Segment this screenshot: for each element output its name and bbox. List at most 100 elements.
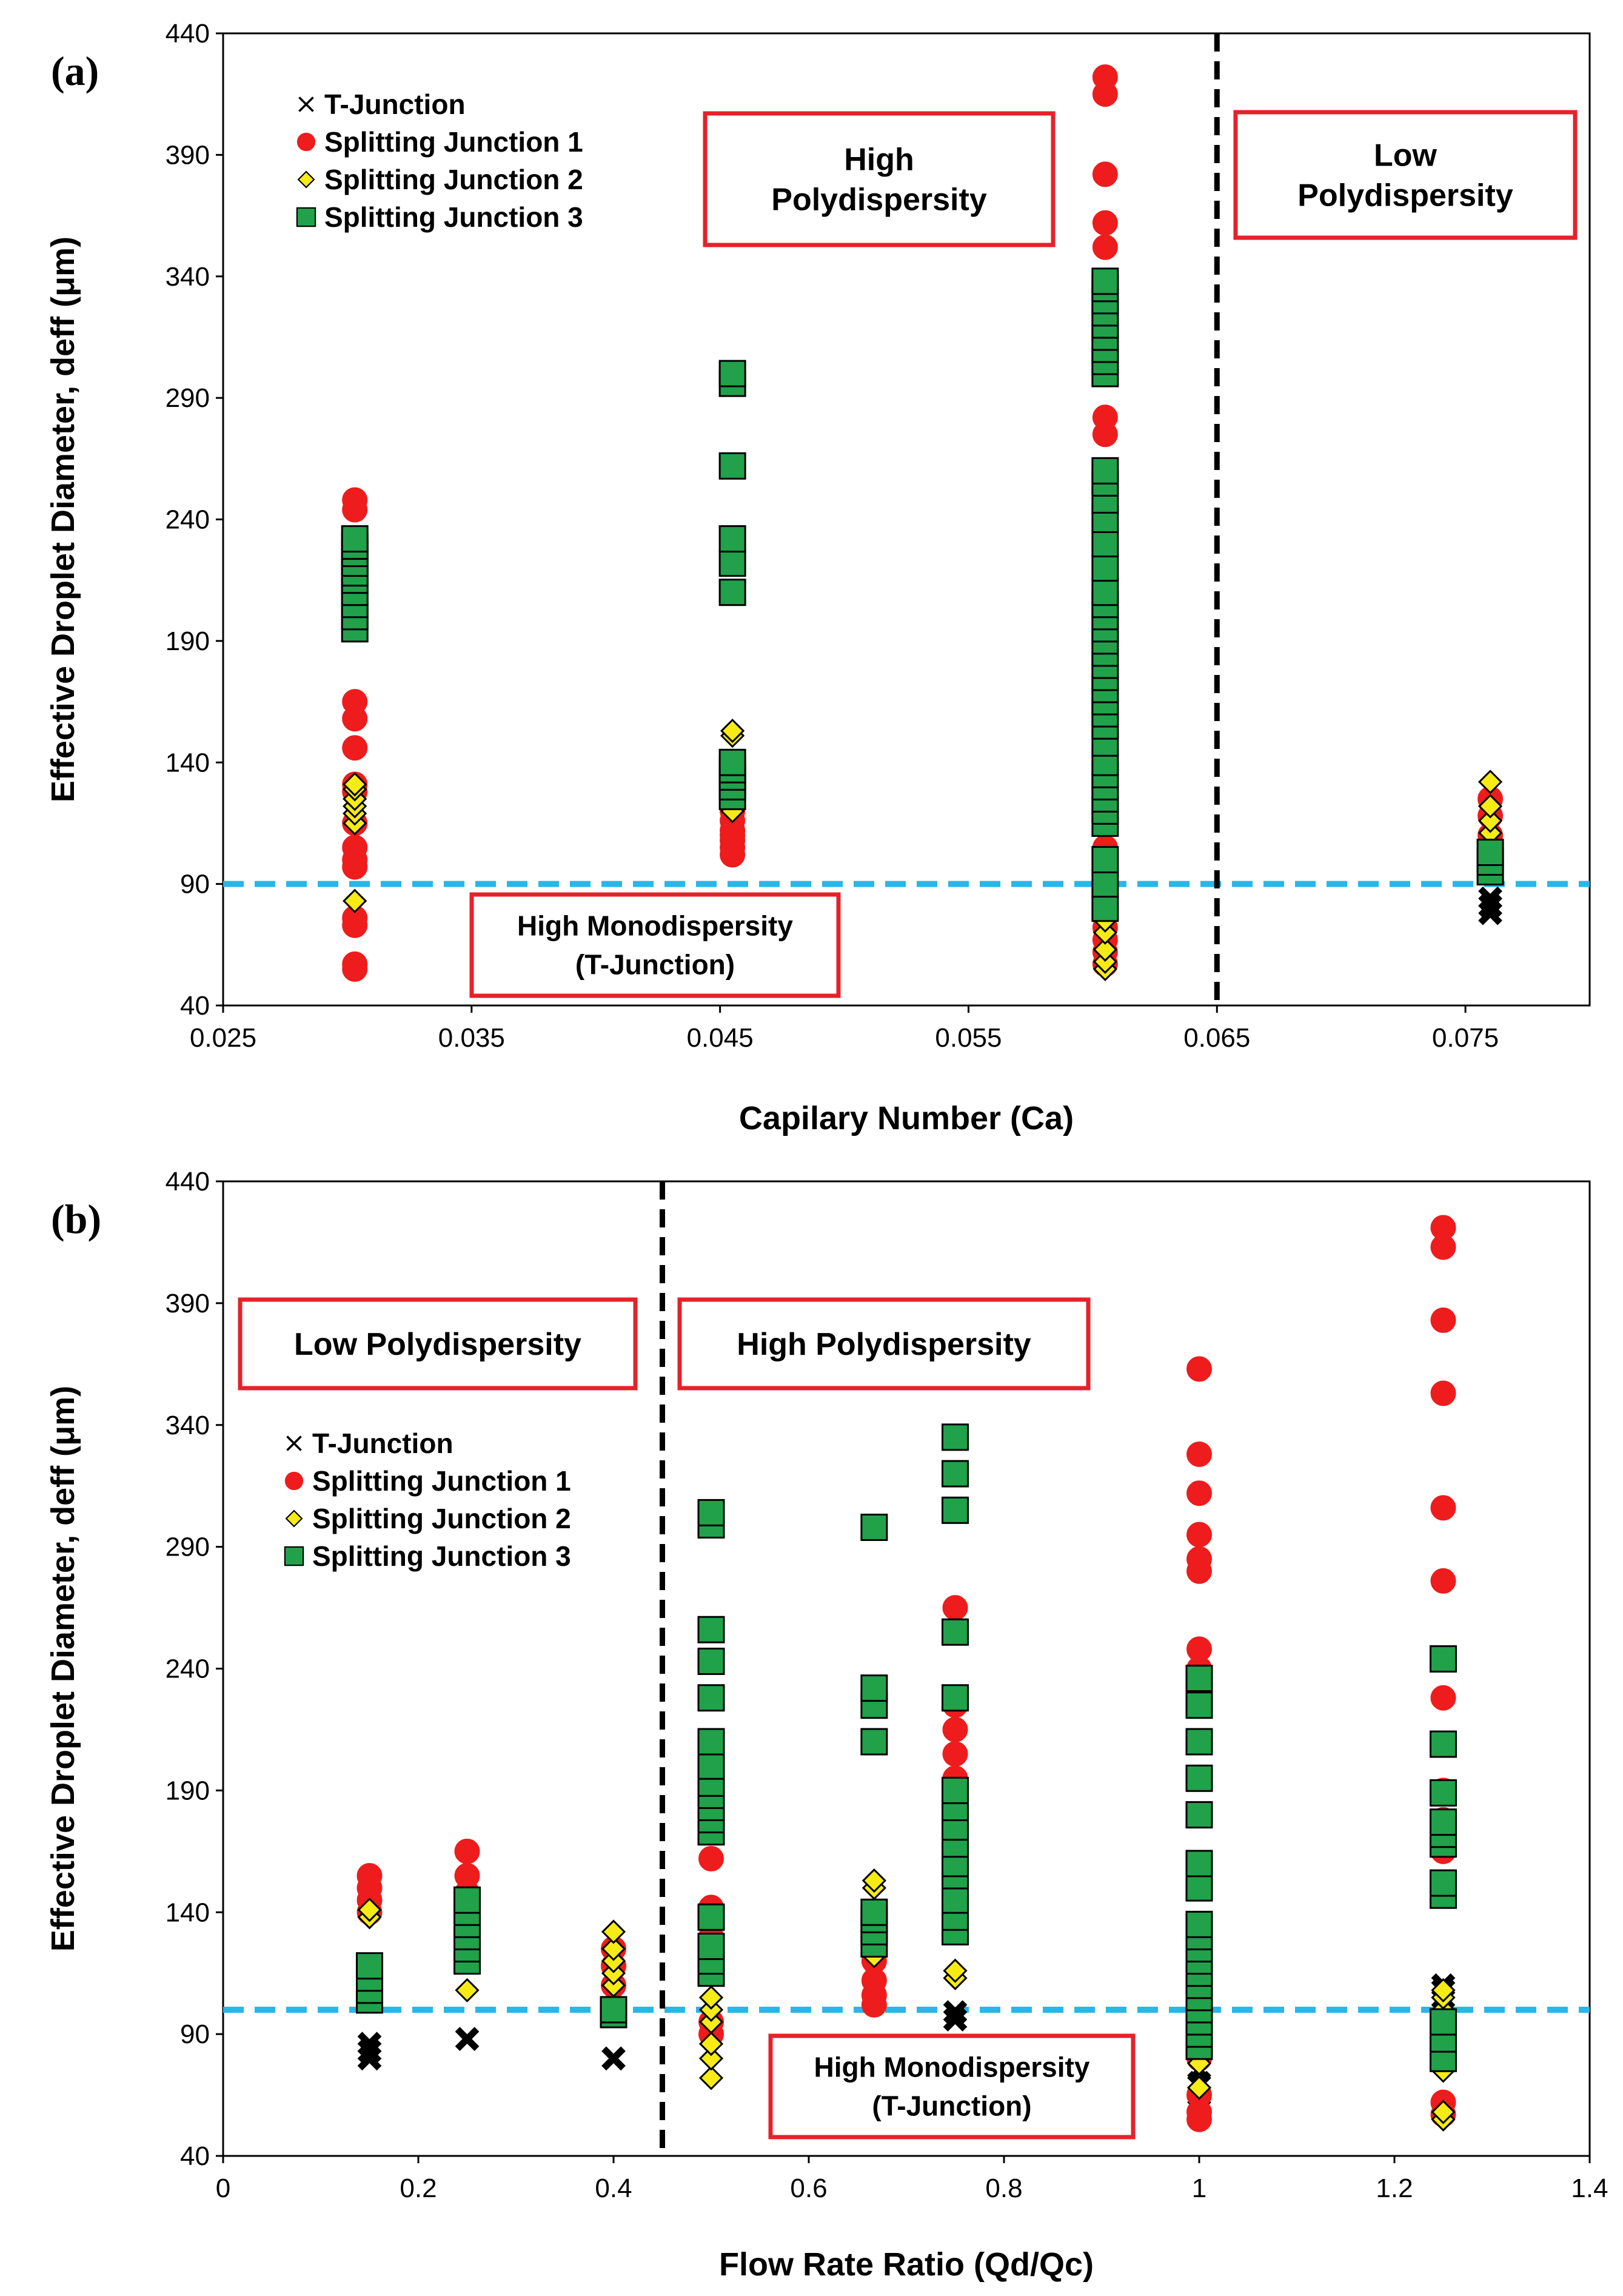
data-point xyxy=(1431,1978,1456,2002)
y-tick-label: 390 xyxy=(166,140,210,170)
legend-marker xyxy=(284,1471,304,1491)
data-point xyxy=(1478,886,1502,911)
data-point xyxy=(1430,1645,1457,1673)
data-point xyxy=(1476,839,1504,867)
x-tick-label: 0.8 xyxy=(985,2173,1022,2203)
data-point xyxy=(342,735,368,761)
data-point xyxy=(1430,1808,1457,1836)
x-tick-label: 0.065 xyxy=(1183,1023,1250,1053)
data-point xyxy=(343,888,367,913)
data-point xyxy=(1477,794,1503,819)
legend-x-icon xyxy=(286,1435,302,1451)
data-point xyxy=(698,1845,724,1871)
data-point xyxy=(942,1886,969,1914)
data-point xyxy=(1186,1480,1212,1506)
data-point xyxy=(1186,1441,1212,1467)
data-point xyxy=(357,2032,382,2056)
panel-label: (a) xyxy=(51,48,99,94)
x-tick-label: 0.075 xyxy=(1432,1023,1499,1053)
legend-marker xyxy=(284,1546,304,1566)
y-tick-label: 340 xyxy=(166,262,210,292)
data-point xyxy=(718,579,746,606)
data-point xyxy=(942,1776,969,1804)
data-point xyxy=(1093,937,1117,962)
x-axis-title: Flow Rate Ratio (Qd/Qc) xyxy=(719,2246,1094,2283)
legend-marker xyxy=(285,1509,303,1528)
data-point xyxy=(1185,1691,1213,1719)
data-point xyxy=(697,1728,725,1756)
data-point xyxy=(697,1932,725,1960)
data-point xyxy=(698,2032,724,2056)
y-tick-label: 240 xyxy=(166,505,210,535)
data-point xyxy=(942,1684,969,1712)
data-point xyxy=(601,2046,626,2071)
annotation-border xyxy=(768,2033,1136,2140)
y-tick-label: 190 xyxy=(166,1776,210,1805)
data-point xyxy=(1092,234,1118,260)
legend-label: Splitting Junction 1 xyxy=(324,126,583,158)
y-tick-label: 190 xyxy=(166,626,210,656)
legend-diamond-icon xyxy=(285,1509,303,1528)
y-tick-label: 340 xyxy=(166,1411,210,1440)
data-point xyxy=(1430,1869,1457,1897)
legend-square-icon xyxy=(296,207,316,227)
annotation-text: High xyxy=(844,143,914,178)
chart-panel: 40 90 140 190 240 290 340 390 440 0.025 0.035 0.045… xyxy=(45,19,1591,1136)
data-point xyxy=(698,1985,724,2010)
data-point xyxy=(718,452,746,480)
y-tick-label: 90 xyxy=(180,2019,210,2049)
annotation-text: High Polydispersity xyxy=(737,1327,1031,1362)
data-point xyxy=(1477,808,1503,833)
data-point xyxy=(942,1618,969,1646)
legend-label: Splitting Junction 3 xyxy=(324,201,583,233)
annotation-box: Low Polydispersity xyxy=(1233,110,1578,240)
legend-label: Splitting Junction 1 xyxy=(312,1465,571,1497)
data-point xyxy=(1186,1356,1212,1382)
data-point xyxy=(943,2007,968,2032)
data-point xyxy=(343,772,367,797)
data-point xyxy=(1092,64,1118,90)
annotation-border xyxy=(677,1297,1091,1391)
data-point xyxy=(1185,1801,1213,1829)
annotation-box: High Monodispersity (T-Junction) xyxy=(469,892,841,998)
data-point xyxy=(1091,895,1119,922)
data-point xyxy=(1091,870,1119,898)
series-splitting-junction-3 xyxy=(341,267,1504,922)
annotation-box: High Polydispersity xyxy=(677,1297,1091,1391)
data-point xyxy=(718,549,746,577)
legend-square-icon xyxy=(284,1546,304,1566)
annotation-text: Polydispersity xyxy=(1297,178,1513,213)
data-point xyxy=(342,487,368,513)
legend-label: Splitting Junction 2 xyxy=(312,1503,571,1534)
data-point xyxy=(356,1862,383,1888)
data-point xyxy=(1092,161,1118,187)
legend-diamond-icon xyxy=(297,170,315,189)
data-point xyxy=(1186,1522,1212,1548)
x-tick-label: 0.055 xyxy=(935,1023,1002,1053)
data-point xyxy=(942,1595,968,1621)
y-tick-label: 140 xyxy=(166,748,210,777)
data-point xyxy=(601,1936,626,1961)
data-point xyxy=(942,1741,968,1767)
x-tick-label: 1.4 xyxy=(1571,2173,1608,2203)
data-point xyxy=(453,1886,481,1914)
data-point xyxy=(697,1752,725,1780)
legend: T-Junction Splitting Junction 1 Splitting … xyxy=(284,1428,571,1572)
annotation-box: Low Polydispersity xyxy=(238,1297,638,1391)
legend: T-Junction Splitting Junction 1 Splitting … xyxy=(296,89,583,233)
data-point xyxy=(1430,1568,1456,1594)
legend-marker xyxy=(298,96,314,112)
panel-label: (b) xyxy=(51,1196,101,1242)
data-point xyxy=(942,1716,968,1742)
data-point xyxy=(1186,2075,1212,2100)
data-point xyxy=(455,2027,480,2052)
y-tick-label: 440 xyxy=(166,1167,210,1197)
x-tick-label: 0 xyxy=(216,2173,230,2203)
data-point xyxy=(720,719,745,744)
y-axis-title: Effective Droplet Diameter, deff (μm) xyxy=(45,237,81,802)
annotation-text: (T-Junction) xyxy=(872,2090,1031,2122)
data-point xyxy=(1430,1380,1456,1406)
x-tick-label: 1 xyxy=(1192,2173,1206,2203)
annotation-border xyxy=(703,111,1056,247)
y-tick-label: 290 xyxy=(166,383,210,413)
